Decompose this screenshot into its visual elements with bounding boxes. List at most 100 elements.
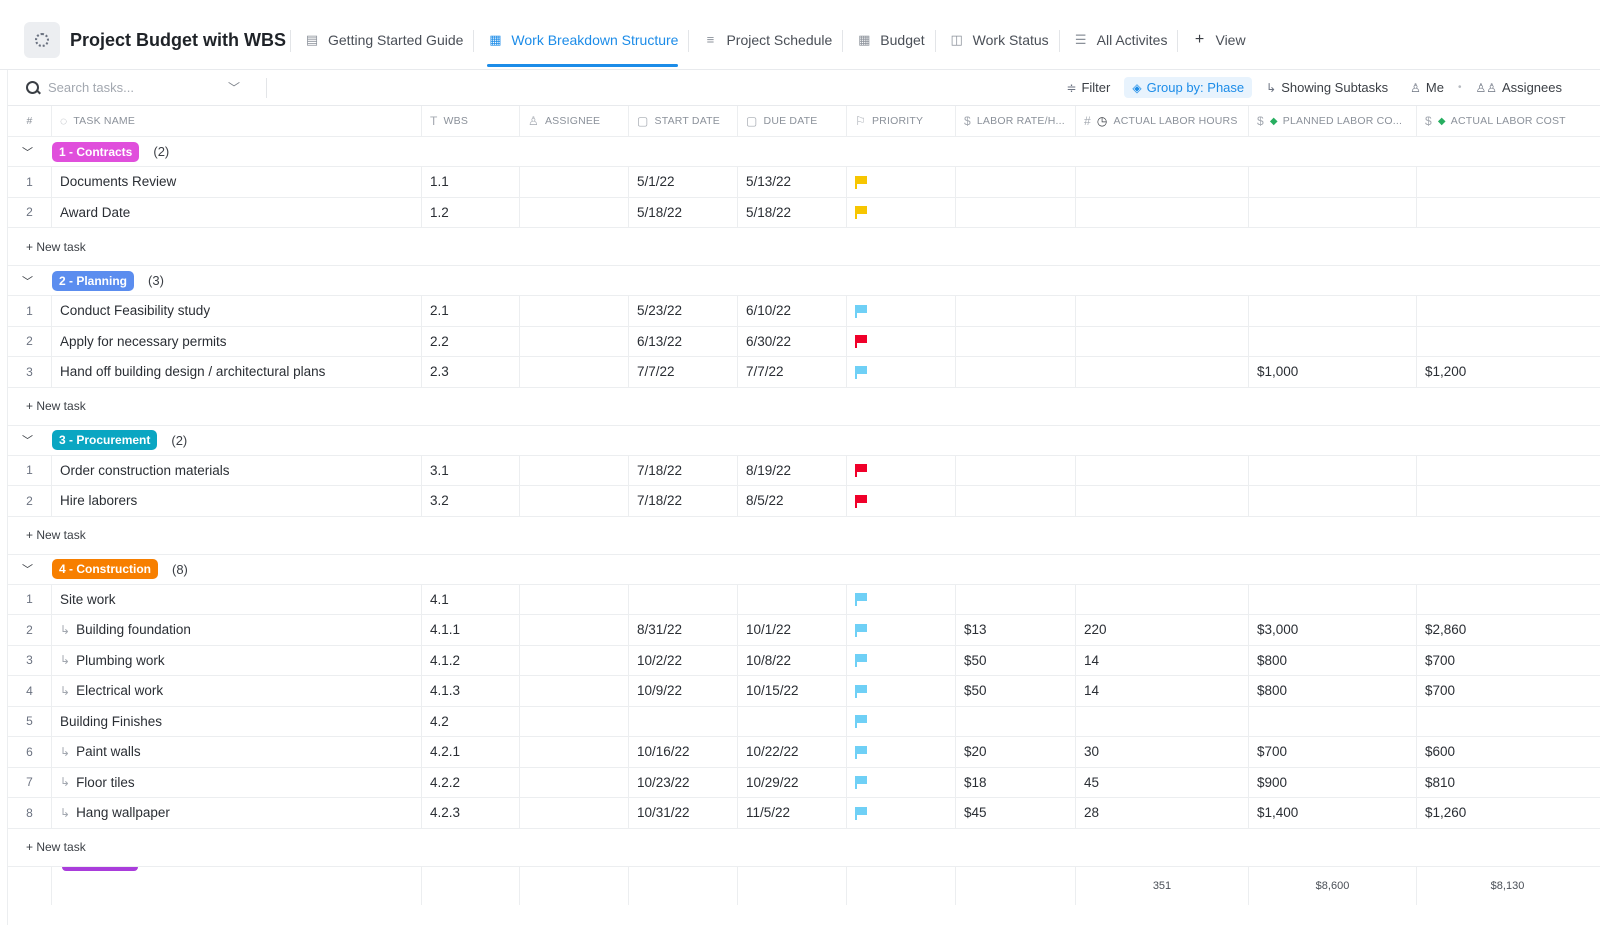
wbs-cell[interactable]: 4.2.2 (422, 767, 520, 797)
task-name[interactable]: Hire laborers (60, 493, 138, 509)
due-date-cell[interactable]: 10/15/22 (738, 676, 847, 706)
assignee-cell[interactable] (520, 798, 629, 828)
phase-badge[interactable]: 2 - Planning (52, 270, 135, 291)
wbs-cell[interactable]: 2.1 (422, 296, 520, 326)
wbs-cell[interactable]: 4.1.2 (422, 645, 520, 675)
new-task-button[interactable]: + New task (8, 228, 1600, 266)
task-name[interactable]: Hang wallpaper (76, 805, 170, 821)
actual-labor-hours-cell[interactable] (1076, 706, 1249, 736)
assignee-cell[interactable] (520, 767, 629, 797)
task-name[interactable]: Apply for necessary permits (60, 333, 227, 349)
priority-cell[interactable] (847, 615, 956, 645)
assignee-cell[interactable] (520, 455, 629, 485)
subtask-row[interactable]: 7 ↳ Floor tiles 4.2.2 10/23/22 10/29/22 $18 45 $… (8, 767, 1600, 798)
priority-flag-icon[interactable] (855, 464, 867, 478)
priority-cell[interactable] (847, 357, 956, 387)
chevron-down-icon[interactable]: ﹀ (228, 81, 241, 95)
actual-labor-hours-cell[interactable]: 28 (1076, 798, 1249, 828)
chevron-down-icon[interactable]: ﹀ (22, 435, 33, 447)
priority-cell[interactable] (847, 296, 956, 326)
labor-rate-cell[interactable] (956, 486, 1076, 516)
me-filter-button[interactable]: ♙ Me (1410, 80, 1444, 95)
table-row[interactable]: 1 Documents Review 1.1 5/1/22 5/13/22 (8, 167, 1600, 198)
wbs-cell[interactable]: 1.1 (422, 167, 520, 197)
task-name-cell[interactable]: ↳ Plumbing work (52, 645, 422, 675)
wbs-cell[interactable]: 2.2 (422, 326, 520, 356)
table-row[interactable]: 1 Order construction materials 3.1 7/18/22 8… (8, 455, 1600, 486)
tab-project-schedule[interactable]: ≡ Project Schedule (688, 22, 842, 70)
col-header-due-date[interactable]: ▢ DUE DATE (738, 106, 847, 136)
new-task-button[interactable]: + New task (8, 829, 1600, 867)
due-date-cell[interactable]: 10/8/22 (738, 645, 847, 675)
priority-cell[interactable] (847, 486, 956, 516)
labor-rate-cell[interactable] (956, 455, 1076, 485)
assignee-cell[interactable] (520, 676, 629, 706)
add-view-button[interactable]: + View (1177, 22, 1255, 70)
task-name-cell[interactable]: Site work (52, 584, 422, 614)
task-name[interactable]: Award Date (60, 204, 131, 220)
task-name-cell[interactable]: ↳ Paint walls (52, 737, 422, 767)
task-name-cell[interactable]: Hand off building design / architectural… (52, 357, 422, 387)
actual-labor-hours-cell[interactable]: 14 (1076, 645, 1249, 675)
labor-rate-cell[interactable] (956, 584, 1076, 614)
phase-badge[interactable]: 1 - Contracts (52, 141, 140, 162)
due-date-cell[interactable]: 11/5/22 (738, 798, 847, 828)
filter-button[interactable]: ≑ Filter (1066, 80, 1111, 95)
due-date-cell[interactable]: 10/29/22 (738, 767, 847, 797)
task-name[interactable]: Order construction materials (60, 462, 230, 478)
task-name-cell[interactable]: Building Finishes (52, 706, 422, 736)
subtask-row[interactable]: 4 ↳ Electrical work 4.1.3 10/9/22 10/15/22 $50… (8, 676, 1600, 707)
due-date-cell[interactable]: 6/30/22 (738, 326, 847, 356)
task-name-cell[interactable]: Documents Review (52, 167, 422, 197)
priority-flag-icon[interactable] (855, 684, 867, 698)
labor-rate-cell[interactable]: $18 (956, 767, 1076, 797)
assignees-button[interactable]: ♙♙ Assignees (1475, 80, 1563, 95)
due-date-cell[interactable]: 8/5/22 (738, 486, 847, 516)
priority-flag-icon[interactable] (855, 776, 867, 790)
task-name-cell[interactable]: ↳ Floor tiles (52, 767, 422, 797)
wbs-cell[interactable]: 4.1 (422, 584, 520, 614)
task-name[interactable]: Building foundation (76, 622, 191, 638)
start-date-cell[interactable]: 5/1/22 (629, 167, 738, 197)
task-name-cell[interactable]: Apply for necessary permits (52, 326, 422, 356)
priority-flag-icon[interactable] (855, 593, 867, 607)
priority-flag-icon[interactable] (855, 623, 867, 637)
priority-flag-icon[interactable] (855, 654, 867, 668)
labor-rate-cell[interactable] (956, 296, 1076, 326)
priority-flag-icon[interactable] (855, 175, 867, 189)
table-row[interactable]: 1 Conduct Feasibility study 2.1 5/23/22 6/10… (8, 296, 1600, 327)
start-date-cell[interactable] (629, 706, 738, 736)
project-title[interactable]: Project Budget with WBS (70, 30, 286, 50)
task-name[interactable]: Floor tiles (76, 774, 135, 790)
labor-rate-cell[interactable] (956, 197, 1076, 227)
task-name-cell[interactable]: Order construction materials (52, 455, 422, 485)
tab-work-status[interactable]: ◫ Work Status (934, 22, 1059, 70)
tab-all-activites[interactable]: ☰ All Activites (1058, 22, 1178, 70)
phase-badge[interactable]: 4 - Construction (52, 559, 158, 579)
col-header-wbs[interactable]: T WBS (422, 106, 520, 136)
actual-labor-hours-cell[interactable]: 30 (1076, 737, 1249, 767)
col-header-labor-rate[interactable]: $ LABOR RATE/H... (956, 106, 1076, 136)
assignee-cell[interactable] (520, 486, 629, 516)
table-row[interactable]: 1 Site work 4.1 (8, 584, 1600, 615)
col-header-planned-labor-cost[interactable]: $ ◆ PLANNED LABOR CO... (1249, 106, 1417, 136)
task-name[interactable]: Documents Review (60, 174, 177, 190)
priority-cell[interactable] (847, 767, 956, 797)
subtask-row[interactable]: 6 ↳ Paint walls 4.2.1 10/16/22 10/22/22 $20 30 $… (8, 737, 1600, 768)
col-header-task-name[interactable]: ◌ TASK NAME (52, 106, 422, 136)
assignee-cell[interactable] (520, 645, 629, 675)
labor-rate-cell[interactable]: $50 (956, 645, 1076, 675)
assignee-cell[interactable] (520, 167, 629, 197)
actual-labor-hours-cell[interactable] (1076, 486, 1249, 516)
wbs-cell[interactable]: 3.1 (422, 455, 520, 485)
start-date-cell[interactable] (629, 584, 738, 614)
assignee-cell[interactable] (520, 326, 629, 356)
labor-rate-cell[interactable]: $50 (956, 676, 1076, 706)
tab-budget[interactable]: ▦ Budget (842, 22, 934, 70)
subtask-row[interactable]: 2 ↳ Building foundation 4.1.1 8/31/22 10/1/22… (8, 615, 1600, 646)
table-row[interactable]: 2 Hire laborers 3.2 7/18/22 8/5/22 (8, 486, 1600, 517)
start-date-cell[interactable]: 8/31/22 (629, 615, 738, 645)
task-name-cell[interactable]: ↳ Building foundation (52, 615, 422, 645)
actual-labor-hours-cell[interactable] (1076, 167, 1249, 197)
due-date-cell[interactable]: 8/19/22 (738, 455, 847, 485)
